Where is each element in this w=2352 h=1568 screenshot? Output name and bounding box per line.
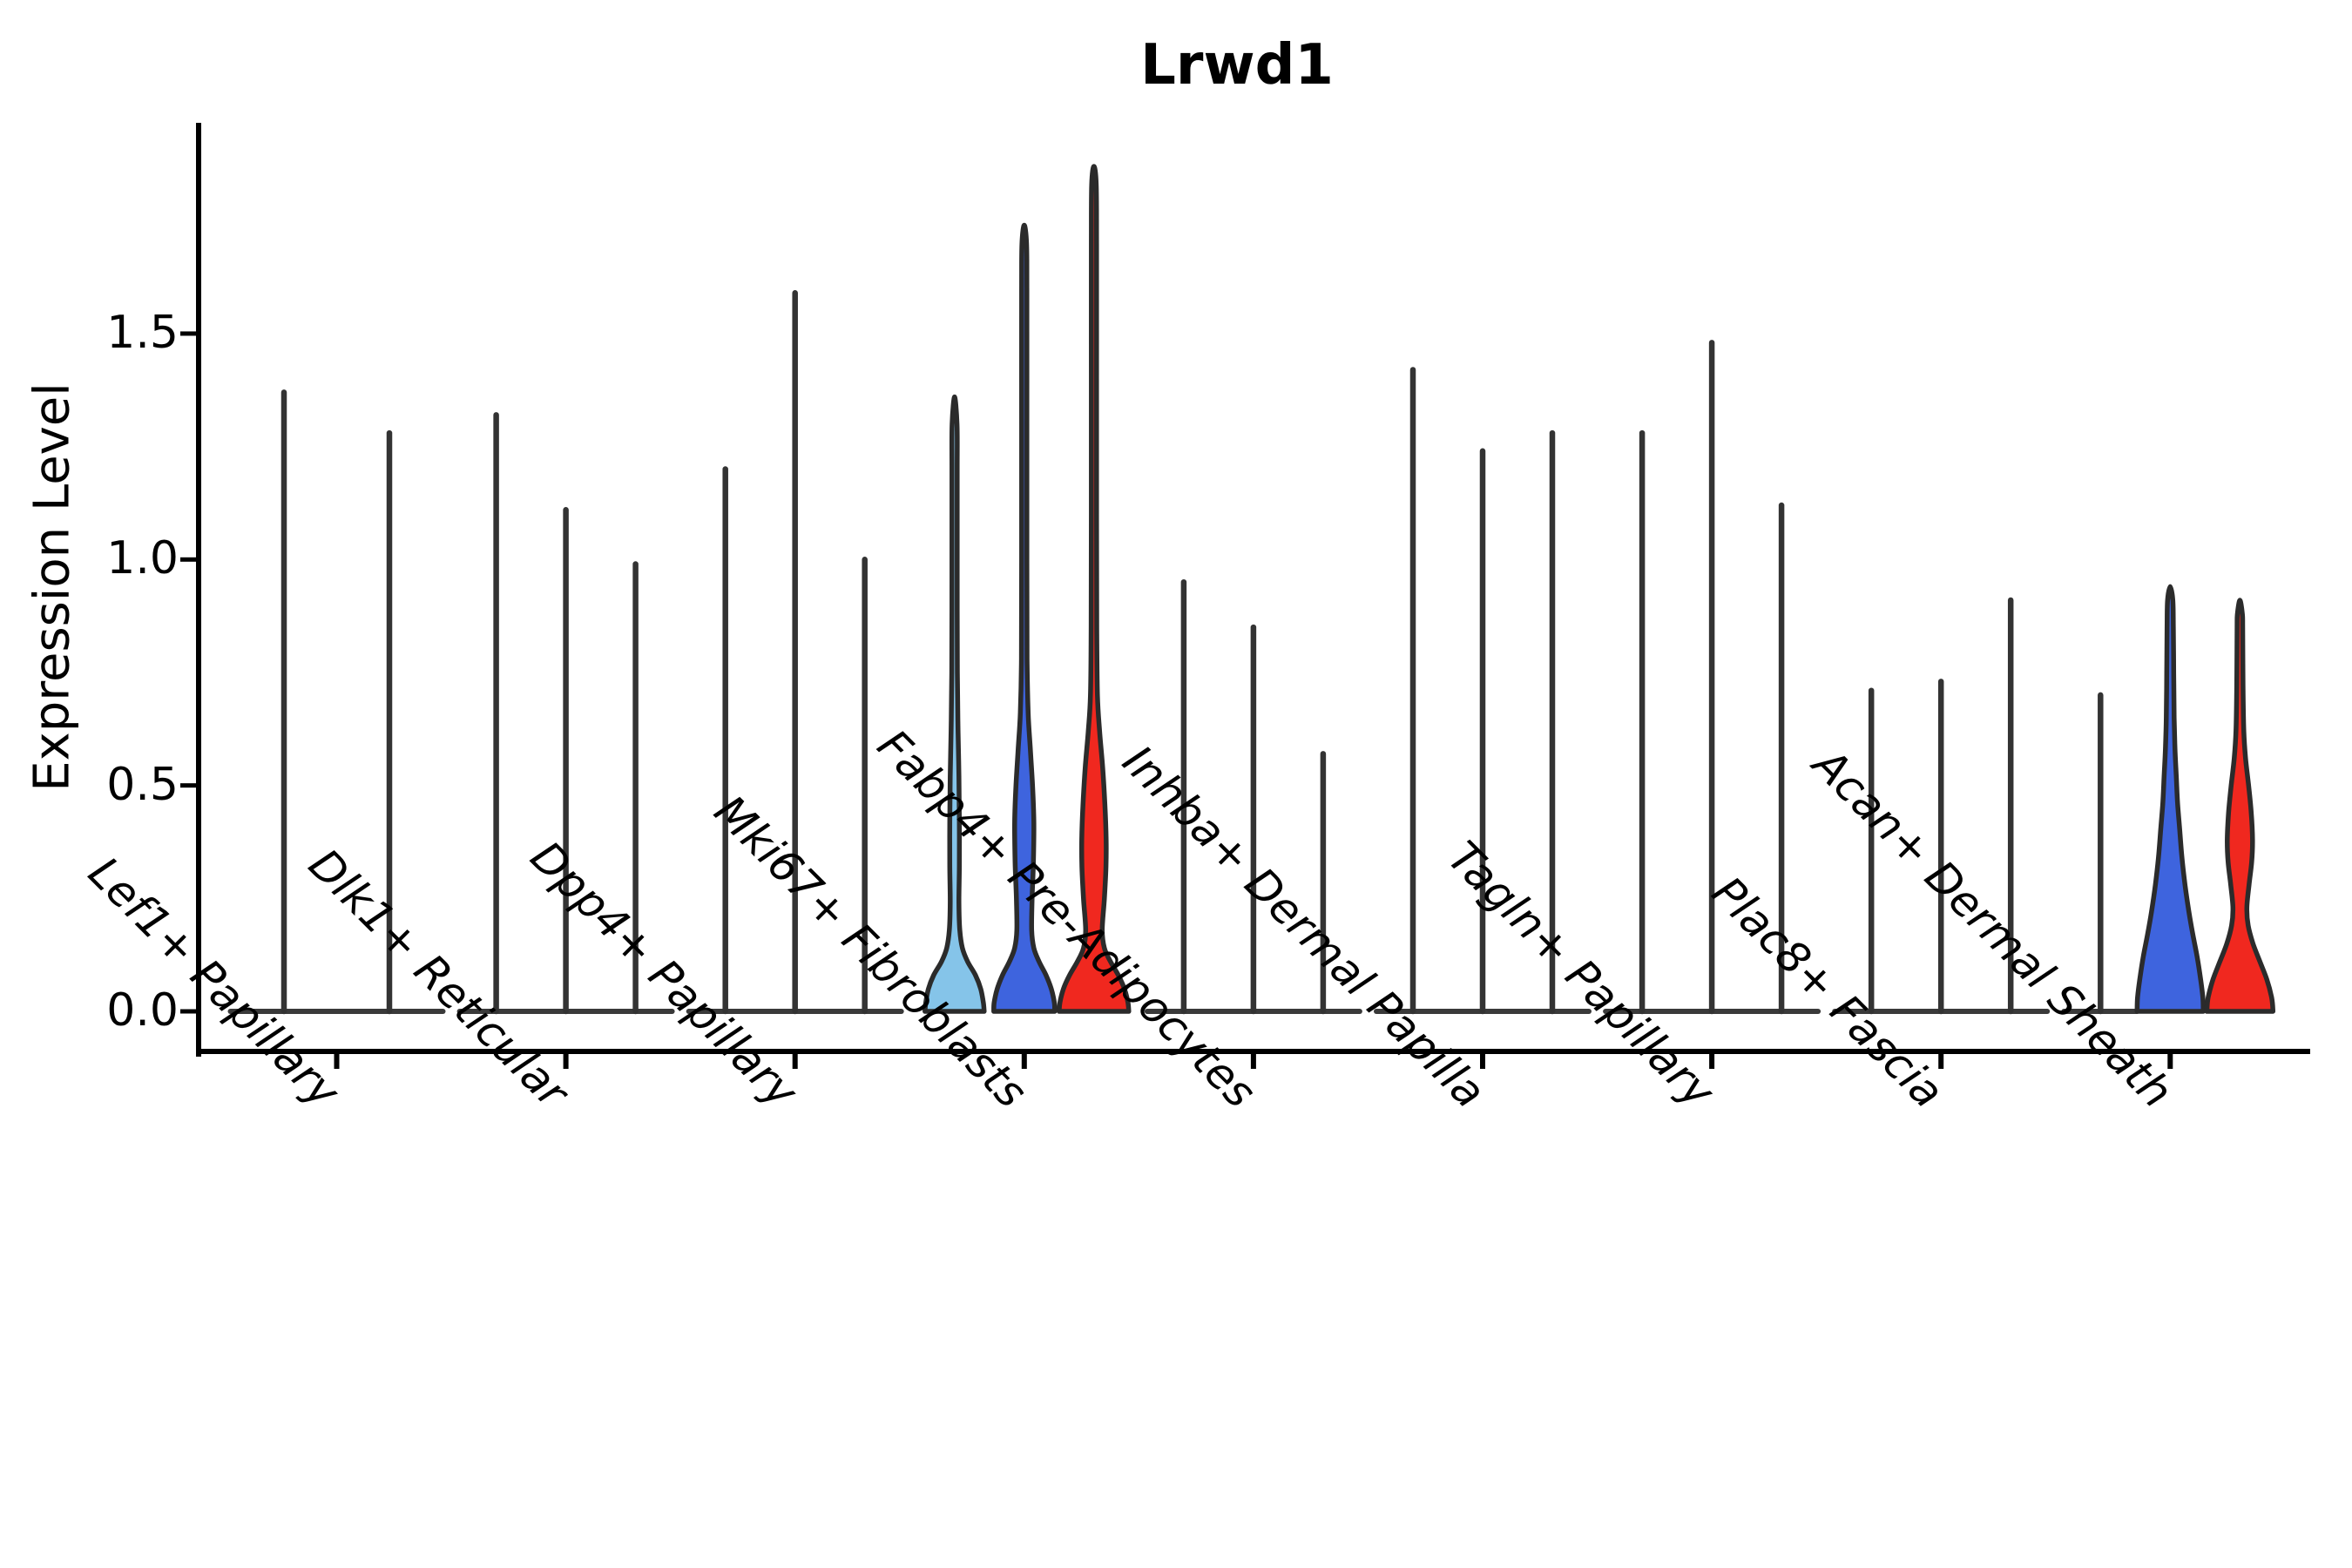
y-tick-label-1: 0.5	[106, 758, 179, 811]
y-tick-mark	[180, 783, 196, 788]
x-axis-spine	[196, 1049, 2310, 1054]
y-axis-spine	[196, 123, 201, 1057]
y-tick-label-0: 0.0	[106, 983, 179, 1037]
x-tick-mark	[1709, 1054, 1715, 1069]
x-tick-mark	[1480, 1054, 1485, 1069]
y-tick-label-3: 1.5	[106, 306, 179, 359]
x-tick-mark	[563, 1054, 569, 1069]
violin-body	[991, 222, 1058, 1014]
y-tick-mark	[180, 331, 196, 336]
y-axis-label: Expression Level	[24, 382, 81, 792]
x-tick-mark	[1250, 1054, 1256, 1069]
y-tick-mark	[180, 1009, 196, 1014]
x-tick-mark	[334, 1054, 340, 1069]
x-tick-mark	[2167, 1054, 2173, 1069]
chart-title: Lrwd1	[1140, 33, 1334, 98]
y-tick-label-2: 1.0	[106, 532, 179, 585]
violin-body	[1057, 164, 1132, 1014]
y-tick-mark	[180, 557, 196, 562]
violin-body	[2204, 598, 2276, 1014]
x-tick-mark	[792, 1054, 798, 1069]
x-tick-mark	[1021, 1054, 1027, 1069]
violin-body	[923, 394, 987, 1014]
x-tick-mark	[1938, 1054, 1944, 1069]
violin-body	[2134, 584, 2207, 1014]
